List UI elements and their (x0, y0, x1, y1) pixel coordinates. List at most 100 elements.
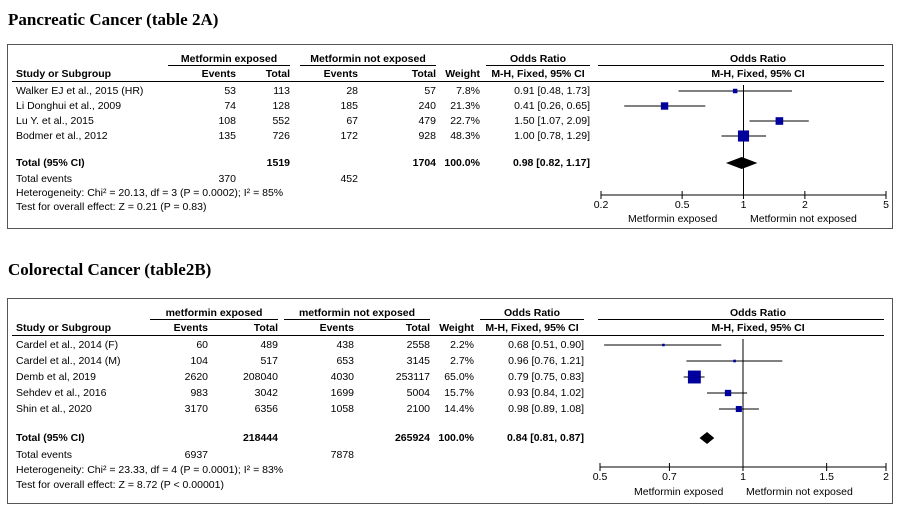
group-not-exposed-header: metformin not exposed (298, 307, 416, 319)
col-events2: Events (323, 68, 358, 80)
study-marker (733, 359, 736, 363)
overall-effect-text: Test for overall effect: Z = 8.72 (P < 0… (16, 479, 224, 491)
total-events-label: Total events (16, 173, 73, 185)
study-events2: 28 (346, 85, 358, 97)
col-events1: Events (173, 322, 208, 334)
study-name: Li Donghui et al., 2009 (16, 100, 122, 112)
study-total2: 928 (418, 130, 436, 142)
study-ci: 0.93 [0.84, 1.02] (508, 387, 584, 399)
study-name: Sehdev et al., 2016 (16, 387, 107, 399)
group-exposed-header: metformin exposed (165, 307, 263, 319)
study-marker (662, 343, 665, 347)
study-events2: 653 (336, 355, 354, 367)
study-events2: 4030 (330, 371, 354, 383)
study-events1: 108 (218, 115, 236, 127)
total-label: Total (95% CI) (16, 432, 85, 444)
heterogeneity-text: Heterogeneity: Chi² = 20.13, df = 3 (P =… (16, 187, 284, 199)
axis-tick-label: 0.7 (662, 471, 677, 483)
study-ci: 0.98 [0.89, 1.08] (508, 403, 584, 415)
plot-method: M-H, Fixed, 95% CI (711, 68, 805, 80)
study-ci: 0.96 [0.76, 1.21] (508, 355, 584, 367)
study-events1: 135 (218, 130, 236, 142)
axis-tick-label: 5 (883, 199, 889, 211)
study-events1: 53 (224, 85, 236, 97)
plot-method: M-H, Fixed, 95% CI (711, 322, 805, 334)
study-events2: 1699 (330, 387, 354, 399)
overall-effect-text: Test for overall effect: Z = 0.21 (P = 0… (16, 201, 207, 213)
study-marker (735, 405, 742, 413)
study-total1: 208040 (242, 371, 278, 383)
study-total2: 240 (418, 100, 436, 112)
study-ci: 0.41 [0.26, 0.65] (514, 100, 590, 112)
col-events1: Events (201, 68, 236, 80)
col-or-method: M-H, Fixed, 95% CI (491, 68, 585, 80)
forest-plot-pancreatic: Metformin exposed Metformin not exposed … (7, 44, 893, 229)
study-marker (732, 88, 738, 94)
group-exposed-header: Metformin exposed (180, 53, 278, 65)
col-study: Study or Subgroup (16, 322, 112, 334)
axis-tick-label: 0.5 (593, 471, 608, 483)
col-total1: Total (265, 68, 290, 80)
study-marker (775, 117, 784, 125)
axis-tick-label: 1 (741, 199, 747, 211)
study-weight: 22.7% (450, 115, 480, 127)
col-total2: Total (405, 322, 430, 334)
study-weight: 65.0% (444, 371, 474, 383)
axis-left-label: Metformin exposed (628, 213, 718, 225)
or-title-header: Odds Ratio (509, 53, 566, 65)
study-name: Walker EJ et al., 2015 (HR) (16, 85, 144, 97)
study-total1: 6356 (254, 403, 278, 415)
study-ci: 0.79 [0.75, 0.83] (508, 371, 584, 383)
study-name: Bodmer et al., 2012 (16, 130, 108, 142)
col-study: Study or Subgroup (16, 68, 112, 80)
study-name: Cardel et al., 2014 (F) (16, 339, 119, 351)
study-events1: 2620 (184, 371, 208, 383)
col-weight: Weight (439, 322, 474, 334)
study-total2: 2100 (406, 403, 430, 415)
forest-plot-colorectal: metformin exposed metformin not exposed … (7, 298, 893, 504)
total-label: Total (95% CI) (16, 157, 85, 169)
study-events1: 104 (190, 355, 208, 367)
study-marker (660, 102, 669, 110)
axis-right-label: Metformin not exposed (750, 213, 857, 225)
study-ci: 1.50 [1.07, 2.09] (514, 115, 590, 127)
total-weight: 100.0% (444, 157, 480, 169)
total-events1: 370 (218, 173, 236, 185)
col-total1: Total (253, 322, 278, 334)
panel-b-title: Colorectal Cancer (table2B) (8, 260, 212, 279)
study-events1: 3170 (184, 403, 208, 415)
study-events2: 185 (340, 100, 358, 112)
study-total1: 128 (272, 100, 290, 112)
study-total1: 489 (260, 339, 278, 351)
study-weight: 14.4% (444, 403, 474, 415)
study-weight: 21.3% (450, 100, 480, 112)
study-ci: 0.91 [0.48, 1.73] (514, 85, 590, 97)
study-events2: 67 (346, 115, 358, 127)
total-events1: 6937 (184, 449, 208, 461)
axis-tick-label: 0.2 (594, 199, 609, 211)
study-events2: 172 (340, 130, 358, 142)
study-weight: 2.2% (450, 339, 474, 351)
total-ci: 0.84 [0.81, 0.87] (506, 432, 584, 444)
col-weight: Weight (445, 68, 480, 80)
study-weight: 7.8% (456, 85, 480, 97)
study-weight: 15.7% (444, 387, 474, 399)
axis-tick-label: 2 (802, 199, 808, 211)
study-events1: 74 (224, 100, 236, 112)
study-name: Shin et al., 2020 (16, 403, 92, 415)
study-marker (724, 389, 732, 397)
study-name: Cardel et al., 2014 (M) (16, 355, 121, 367)
study-total2: 3145 (406, 355, 430, 367)
axis-right-label: Metformin not exposed (746, 486, 853, 498)
total-total2: 1704 (412, 157, 436, 169)
study-marker (687, 370, 701, 384)
axis-tick-label: 1 (740, 471, 746, 483)
study-total2: 253117 (395, 371, 430, 383)
total-total1: 1519 (266, 157, 290, 169)
panel-a-title: Pancreatic Cancer (table 2A) (8, 10, 219, 29)
pooled-diamond (699, 432, 715, 444)
plot-title-header: Odds Ratio (729, 53, 786, 65)
study-total2: 479 (418, 115, 436, 127)
pooled-diamond (725, 157, 758, 169)
study-total1: 517 (260, 355, 278, 367)
